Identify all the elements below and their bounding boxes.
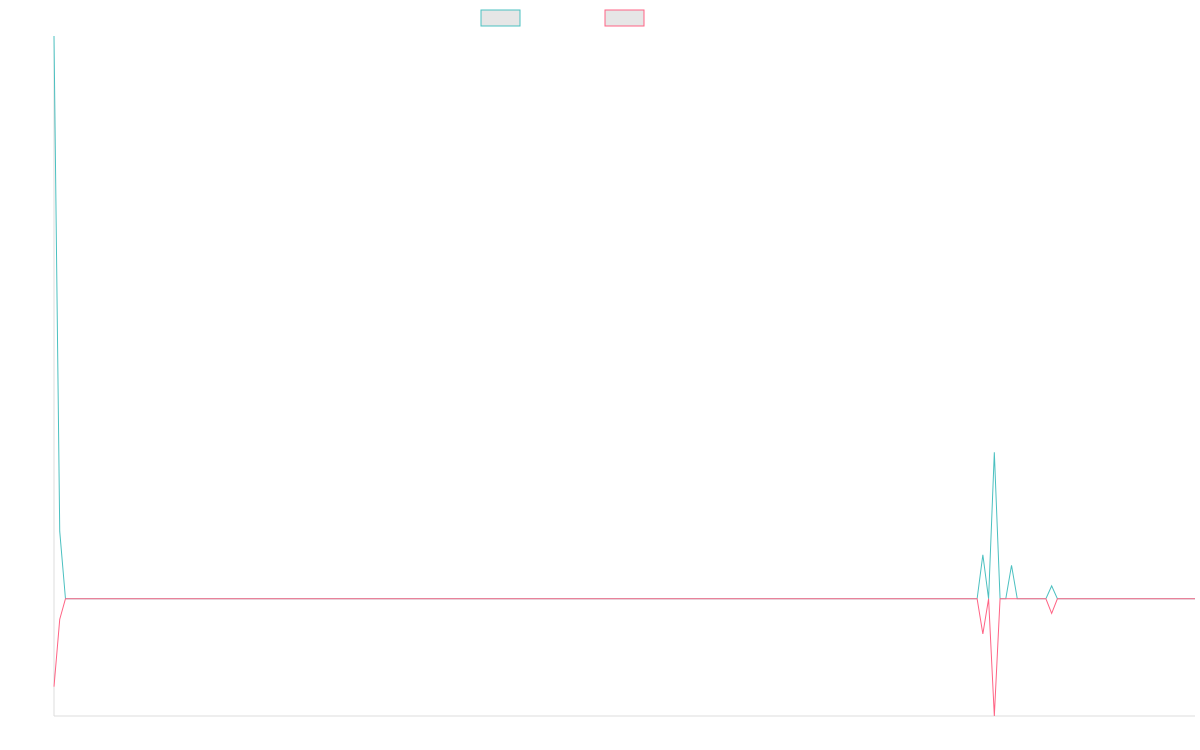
legend-swatch-2[interactable] [604, 9, 645, 27]
legend-swatch-1[interactable] [480, 9, 521, 27]
legend [480, 9, 645, 27]
series-line-2 [53, 598, 1195, 717]
series-line-1 [53, 35, 1195, 600]
axes [53, 36, 1195, 717]
plot-area [53, 35, 1195, 717]
